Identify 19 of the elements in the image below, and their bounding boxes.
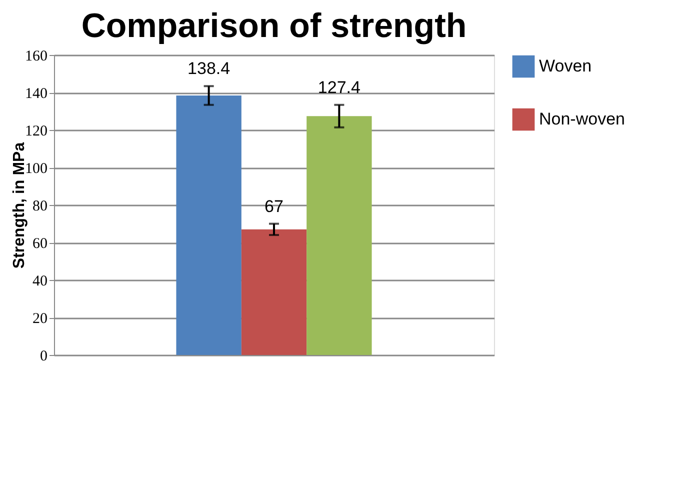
y-tick-label: 80 <box>32 198 48 214</box>
y-tick-label: 100 <box>25 161 48 177</box>
y-tick-label: 60 <box>32 236 48 252</box>
y-tick-label: 160 <box>25 48 48 64</box>
y-tick-label: 40 <box>32 274 48 290</box>
y-tick-label: 20 <box>32 311 48 327</box>
bar <box>176 96 242 355</box>
y-tick-label: 0 <box>40 348 48 364</box>
data-label: 138.4 <box>188 59 230 78</box>
chart-title: Comparison of strength <box>81 7 467 45</box>
legend-label: Woven <box>539 56 592 76</box>
bar <box>306 116 372 355</box>
data-label: 67 <box>264 196 284 216</box>
data-label: 127.4 <box>318 78 360 97</box>
y-tick-label: 140 <box>25 86 48 102</box>
y-axis-title: Strength, in MPa <box>11 142 28 269</box>
bar <box>241 229 307 355</box>
y-tick-label: 120 <box>25 124 48 140</box>
legend-label: Non-woven <box>539 110 625 128</box>
